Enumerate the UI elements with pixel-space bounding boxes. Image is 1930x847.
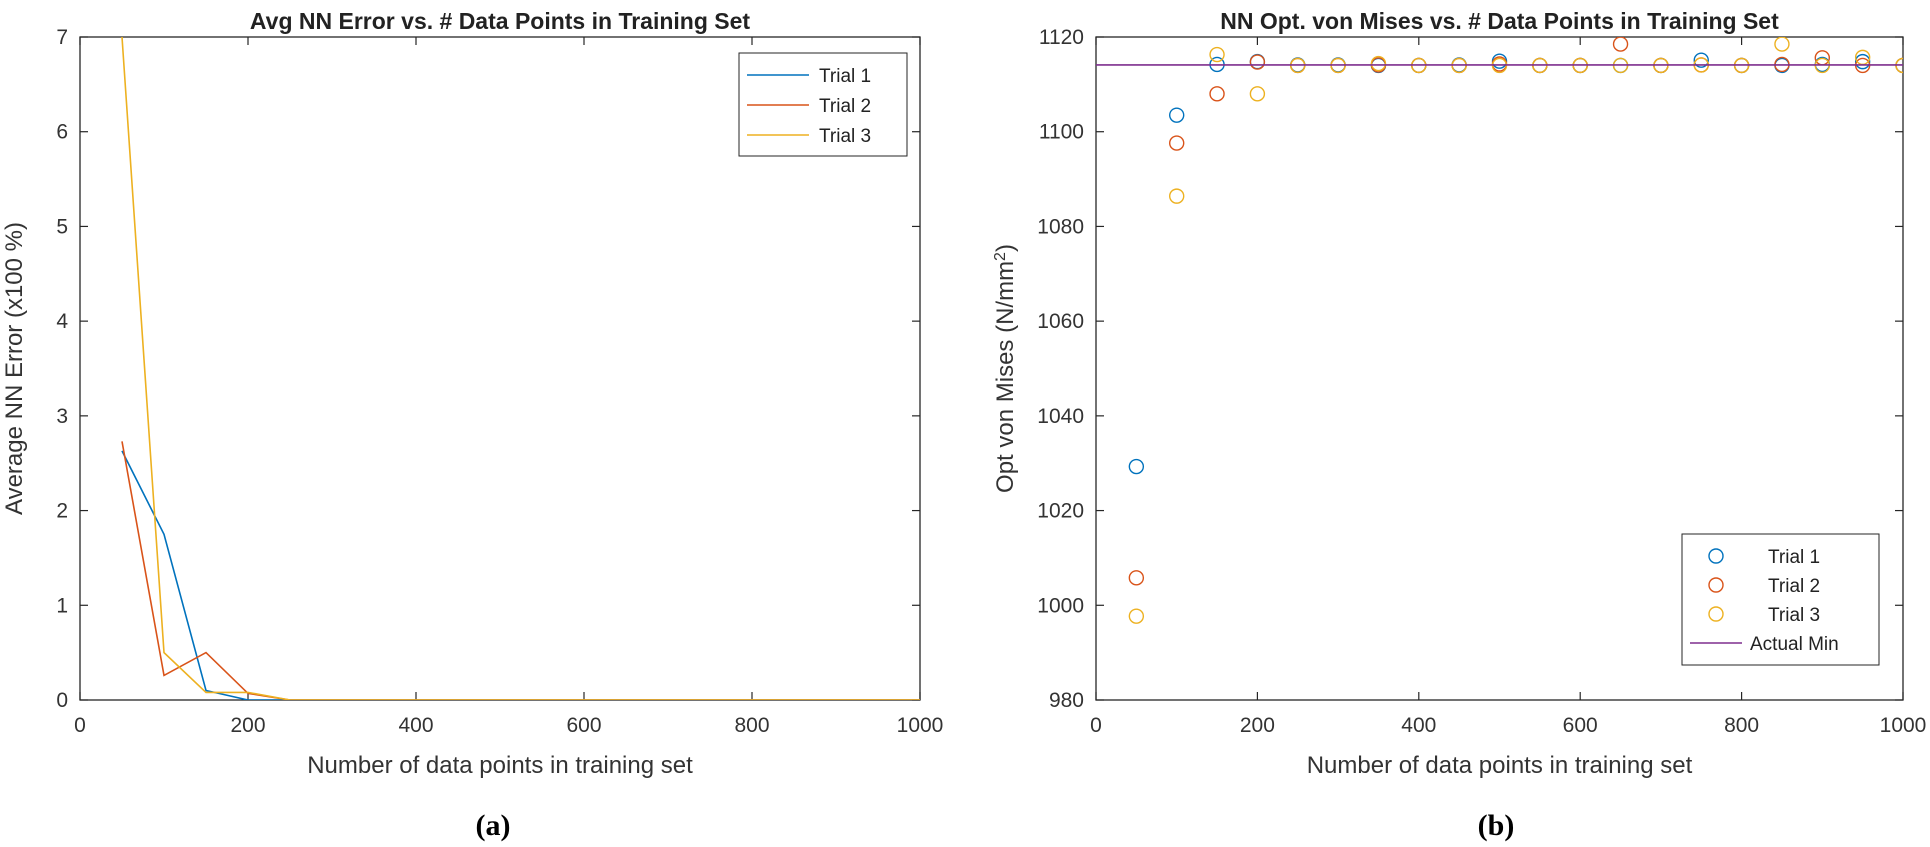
legend-label: Actual Min (1750, 634, 1839, 655)
legend: Trial 1 Trial 2 Trial 3 (738, 52, 908, 157)
x-tick-label: 0 (1090, 714, 1102, 737)
y-tick-label: 5 (56, 215, 68, 238)
series-trial-1-line (121, 450, 920, 700)
legend-label: Trial 1 (1768, 547, 1820, 568)
series-trial-2-point (1249, 54, 1266, 70)
series-trial-3-point (1774, 37, 1790, 52)
legend-swatch (1708, 548, 1724, 564)
chart-a: 0 200 400 600 800 1000 0 1 2 3 4 5 6 7 Avg NN Error vs… (1, 8, 943, 842)
series-trial-1-point (1854, 53, 1871, 70)
y-tick-label: 1000 (1037, 594, 1084, 617)
y-tick-label: 1060 (1037, 310, 1084, 333)
y-tick-label: 4 (56, 310, 68, 333)
x-tick-label: 400 (1401, 714, 1436, 737)
legend-label: Trial 3 (1768, 605, 1820, 626)
chart-b: 0 200 400 600 800 1000 980 1000 1020 1040 1060 1080… (992, 8, 1927, 842)
series-trial-1-point (1128, 458, 1145, 475)
x-tick-label: 200 (230, 714, 265, 737)
series-trial-3-line (121, 37, 920, 700)
x-tick-label: 600 (566, 714, 601, 737)
y-tick-label: 1100 (1039, 121, 1084, 144)
y-tick-label: 6 (56, 121, 68, 144)
legend-label: Trial 2 (819, 96, 871, 117)
panel-label: (a) (476, 809, 511, 842)
legend-label: Trial 3 (819, 126, 871, 147)
series-trial-2-point (1209, 86, 1225, 102)
x-tick-label: 200 (1240, 714, 1275, 737)
series-trial-2-point (1168, 135, 1185, 151)
y-axis-label: Average NN Error (x100 %) (1, 222, 28, 515)
y-tick-label: 1 (56, 594, 68, 617)
y-tick-label: 1040 (1037, 405, 1084, 428)
panel-label: (b) (1478, 809, 1515, 842)
series-trial-3-point (1370, 55, 1387, 72)
y-tick-label: 1020 (1037, 500, 1084, 523)
x-tick-label: 800 (1724, 714, 1759, 737)
series-trial-2-line (121, 441, 920, 700)
data-layer (1096, 37, 1903, 624)
series-trial-2-point (1128, 570, 1145, 586)
series-trial-1-point (1693, 52, 1709, 68)
x-axis-label: Number of data points in training set (1307, 752, 1693, 779)
data-layer (121, 37, 920, 700)
y-tick-label: 0 (56, 689, 68, 712)
legend-swatch (1708, 577, 1724, 593)
y-tick-label: 7 (56, 26, 68, 49)
series-trial-3-point (1209, 46, 1225, 63)
series-trial-1-point (1168, 107, 1185, 123)
y-tick-label: 3 (56, 405, 68, 428)
series-trial-3-point (1249, 86, 1266, 102)
x-tick-label: 400 (398, 714, 433, 737)
chart-title: Avg NN Error vs. # Data Points in Traini… (250, 8, 750, 34)
y-tick-label: 1080 (1037, 215, 1084, 238)
x-tick-label: 0 (74, 714, 86, 737)
legend-swatch (1708, 606, 1724, 622)
y-tick-label: 1120 (1039, 26, 1084, 49)
legend: Trial 1 Trial 2 Trial 3 Actual Min (1681, 533, 1880, 666)
x-tick-label: 600 (1563, 714, 1598, 737)
y-tick-label: 980 (1049, 689, 1084, 712)
x-axis-label: Number of data points in training set (307, 752, 693, 779)
legend-label: Trial 2 (1768, 576, 1820, 597)
plot-area-frame (1095, 36, 1904, 701)
series-trial-3-point (1128, 608, 1145, 624)
chart-title: NN Opt. von Mises vs. # Data Points in T… (1220, 8, 1779, 34)
y-axis-label-end: ) (992, 244, 1019, 252)
x-tick-label: 1000 (1880, 714, 1927, 737)
y-tick-label: 2 (56, 500, 68, 523)
legend-label: Trial 1 (819, 66, 871, 87)
x-tick-label: 1000 (897, 714, 944, 737)
y-axis-label: Opt von Mises (N/mm2) (992, 244, 1020, 493)
y-axis-label-superscript: 2 (992, 252, 1009, 261)
series-trial-2-point (1612, 37, 1629, 52)
x-tick-label: 800 (734, 714, 769, 737)
series-trial-3-point (1168, 188, 1185, 204)
